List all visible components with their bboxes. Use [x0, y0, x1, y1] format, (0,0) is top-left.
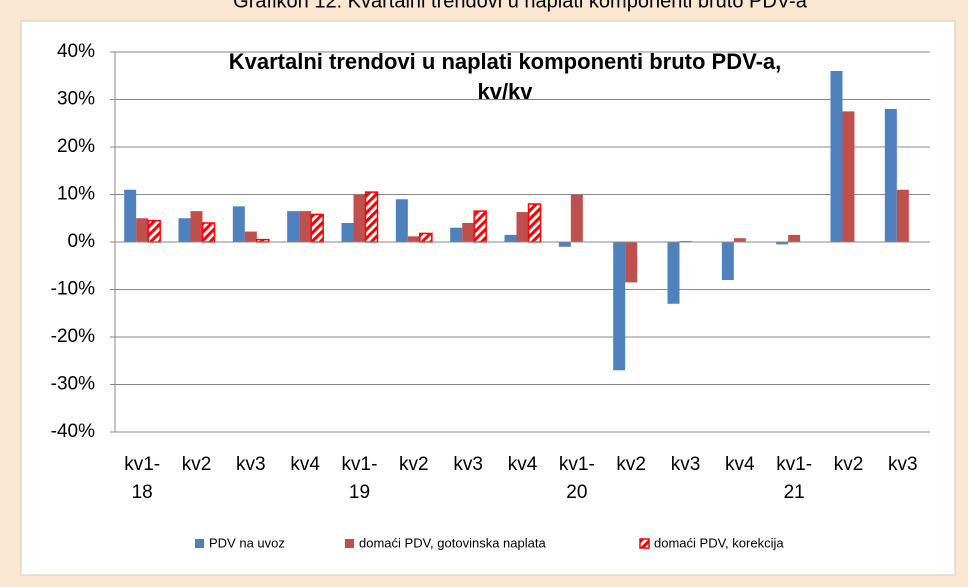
- bar: [625, 242, 638, 283]
- bar: [124, 189, 137, 242]
- bar: [504, 234, 517, 242]
- x-tick-label: kv1-20: [559, 454, 595, 503]
- bar: [310, 213, 324, 243]
- x-tick-label: kv2: [182, 454, 212, 475]
- legend-swatch: [639, 538, 650, 549]
- bar: [232, 206, 245, 242]
- bar: [896, 189, 909, 242]
- bar: [450, 227, 463, 242]
- x-tick-label: kv2: [399, 454, 429, 475]
- bar: [527, 203, 542, 243]
- x-tick-label: kv1-19: [342, 454, 378, 503]
- bar: [516, 212, 529, 242]
- bar: [407, 236, 420, 242]
- bar: [190, 211, 203, 242]
- bar: [287, 211, 300, 242]
- bar: [842, 111, 855, 242]
- bar: [201, 222, 216, 243]
- legend-swatch: [345, 539, 354, 548]
- x-tick-label: kv1-18: [124, 454, 160, 503]
- y-tick-label: 30%: [57, 89, 95, 110]
- bar: [830, 71, 843, 242]
- bar: [419, 232, 433, 243]
- y-tick-label: -40%: [51, 421, 95, 442]
- header: Grafikon 12: Kvartalni trendovi u naplat…: [233, 0, 808, 12]
- legend-label: domaći PDV, korekcija: [654, 535, 784, 550]
- y-tick-label: 40%: [57, 41, 95, 62]
- bar: [364, 191, 379, 243]
- x-tick-label: kv2: [834, 454, 864, 475]
- bar: [395, 199, 408, 242]
- x-tick-label: kv3: [888, 454, 918, 475]
- bar: [884, 109, 897, 242]
- legend-swatch: [195, 539, 204, 548]
- bar: [788, 234, 801, 242]
- bar: [341, 223, 354, 242]
- legend-label: PDV na uvoz: [209, 535, 285, 550]
- bar: [721, 242, 734, 280]
- x-tick-label: kv4: [508, 454, 538, 475]
- y-tick-label: 0%: [68, 231, 96, 252]
- bar: [733, 238, 746, 242]
- plot-frame: [20, 20, 956, 576]
- bar: [473, 210, 487, 243]
- legend-label: domaći PDV, gotovinska naplata: [359, 535, 546, 550]
- bar: [178, 218, 191, 242]
- x-tick-label: kv3: [671, 454, 701, 475]
- y-tick-label: -10%: [51, 279, 95, 300]
- bar: [570, 194, 583, 242]
- x-tick-label: kv4: [725, 454, 755, 475]
- bar: [558, 242, 571, 247]
- x-tick-label: kv4: [290, 454, 320, 475]
- bar: [244, 231, 257, 242]
- bar: [353, 194, 366, 242]
- x-tick-label: kv1-21: [776, 454, 812, 503]
- bar: [147, 219, 161, 243]
- y-tick-label: 20%: [57, 136, 95, 157]
- bar: [667, 242, 680, 304]
- bar: [136, 218, 149, 242]
- chart-title: Kvartalni trendovi u naplati komponenti …: [229, 49, 782, 104]
- bar: [613, 242, 626, 371]
- bar: [462, 223, 475, 242]
- y-tick-label: 10%: [57, 184, 95, 205]
- y-tick-label: -20%: [51, 326, 95, 347]
- x-tick-label: kv2: [616, 454, 646, 475]
- bar: [776, 242, 789, 245]
- bar: [299, 211, 312, 242]
- y-tick-label: -30%: [51, 374, 95, 395]
- x-tick-label: kv3: [453, 454, 483, 475]
- x-tick-label: kv3: [236, 454, 266, 475]
